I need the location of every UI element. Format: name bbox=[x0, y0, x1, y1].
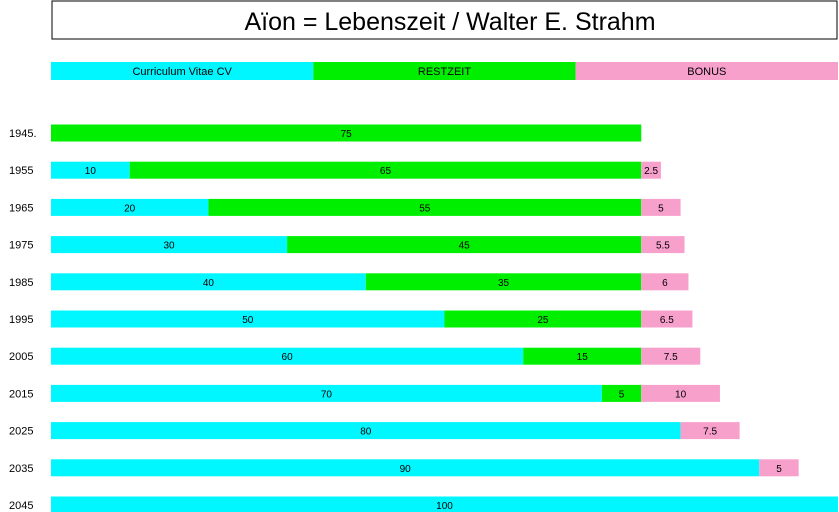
y-tick-label: 1975 bbox=[9, 240, 33, 252]
data-label-bonus: 5 bbox=[776, 464, 782, 475]
bar-bonus bbox=[641, 198, 681, 216]
y-tick-label: 2035 bbox=[9, 463, 33, 475]
bar-bonus bbox=[641, 310, 693, 328]
bar-cv bbox=[51, 422, 681, 440]
data-label-cv: 60 bbox=[282, 352, 294, 363]
data-label-bonus: 6 bbox=[662, 278, 668, 289]
data-label-rest: 75 bbox=[341, 129, 353, 140]
data-label-rest: 5 bbox=[619, 389, 625, 400]
legend-label-cv: Curriculum Vitae CV bbox=[132, 66, 232, 78]
data-label-rest: 25 bbox=[537, 315, 549, 326]
legend-swatch-rest bbox=[313, 62, 576, 80]
data-label-cv: 80 bbox=[360, 427, 372, 438]
y-tick-label: 2025 bbox=[9, 426, 33, 438]
chart-title-box bbox=[51, 0, 838, 40]
data-label-rest: 45 bbox=[459, 241, 471, 252]
bar-cv bbox=[51, 310, 445, 328]
data-label-cv: 50 bbox=[242, 315, 254, 326]
chart-title: Aïon = Lebenszeit / Walter E. Strahm bbox=[244, 8, 655, 36]
y-tick-label: 1985 bbox=[9, 277, 33, 289]
data-label-cv: 70 bbox=[321, 389, 333, 400]
data-label-rest: 65 bbox=[380, 166, 392, 177]
bar-cv bbox=[51, 273, 366, 291]
y-tick-label: 2015 bbox=[9, 388, 33, 400]
data-label-bonus: 2.5 bbox=[644, 166, 658, 177]
data-label-cv: 20 bbox=[124, 203, 136, 214]
bar-cv bbox=[51, 236, 288, 254]
bar-cv bbox=[51, 198, 209, 216]
data-label-bonus: 7.5 bbox=[664, 352, 678, 363]
bar-bonus bbox=[641, 384, 720, 402]
bar-bonus bbox=[641, 236, 685, 254]
data-label-rest: 35 bbox=[498, 278, 510, 289]
data-label-bonus: 5 bbox=[658, 203, 664, 214]
data-label-cv: 40 bbox=[203, 278, 215, 289]
bar-bonus bbox=[680, 422, 740, 440]
data-label-rest: 15 bbox=[577, 352, 589, 363]
data-label-cv: 30 bbox=[163, 241, 175, 252]
data-label-cv: 100 bbox=[436, 501, 453, 512]
bar-rest bbox=[208, 198, 642, 216]
bar-cv bbox=[51, 161, 130, 179]
bar-bonus bbox=[641, 347, 701, 365]
bar-rest bbox=[287, 236, 642, 254]
bar-bonus bbox=[759, 459, 799, 477]
data-label-bonus: 5.5 bbox=[656, 241, 670, 252]
y-tick-label: 1945. bbox=[9, 128, 37, 140]
y-tick-label: 2005 bbox=[9, 351, 33, 363]
data-label-bonus: 7.5 bbox=[703, 427, 717, 438]
bar-bonus bbox=[641, 161, 661, 179]
bar-cv bbox=[51, 384, 602, 402]
data-label-cv: 10 bbox=[85, 166, 97, 177]
bar-cv bbox=[51, 459, 760, 477]
bar-rest bbox=[129, 161, 642, 179]
bar-rest bbox=[601, 384, 642, 402]
bar-rest bbox=[51, 124, 642, 142]
data-label-rest: 55 bbox=[419, 203, 431, 214]
bar-bonus bbox=[641, 273, 689, 291]
bar-cv bbox=[51, 496, 838, 512]
data-label-cv: 90 bbox=[400, 464, 412, 475]
legend-swatch-cv bbox=[51, 62, 314, 80]
bar-rest bbox=[523, 347, 642, 365]
legend: Curriculum Vitae CV RESTZEIT BONUS bbox=[51, 62, 838, 80]
bar-rest bbox=[365, 273, 642, 291]
y-tick-label: 1955 bbox=[9, 165, 33, 177]
data-label-bonus: 10 bbox=[675, 389, 687, 400]
y-tick-label: 1965 bbox=[9, 202, 33, 214]
legend-label-rest: RESTZEIT bbox=[418, 66, 471, 78]
y-tick-label: 2045 bbox=[9, 500, 33, 512]
legend-label-bonus: BONUS bbox=[687, 66, 726, 78]
bar-cv bbox=[51, 347, 524, 365]
data-label-bonus: 6.5 bbox=[660, 315, 674, 326]
bar-rest bbox=[444, 310, 642, 328]
legend-swatch-bonus bbox=[575, 62, 838, 80]
y-tick-label: 1995 bbox=[9, 314, 33, 326]
